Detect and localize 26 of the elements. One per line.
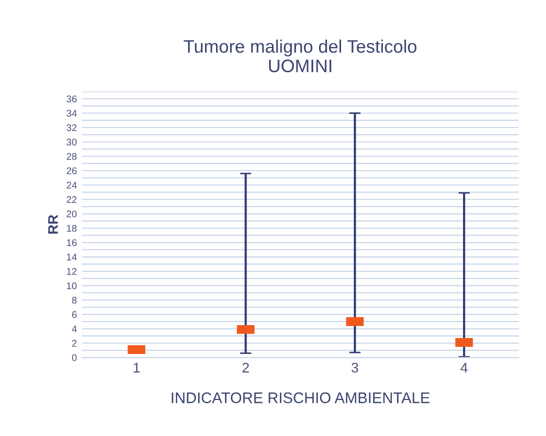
y-tick-label: 18: [66, 224, 77, 232]
y-tick-label: 30: [66, 138, 77, 146]
y-axis-title: RR: [48, 214, 58, 234]
y-tick-label: 14: [66, 254, 77, 260]
y-tick-label: 28: [66, 152, 77, 160]
x-tick-label: 1: [134, 362, 140, 372]
y-tick-label: 0: [72, 354, 77, 362]
x-tick-label: 2: [242, 362, 249, 372]
y-tick-label: 22: [66, 196, 77, 203]
x-axis-title: INDICATORE RISCHIO AMBIENTALE: [172, 392, 430, 404]
x-tick-label: 3: [352, 362, 358, 373]
y-tick-label: 6: [72, 311, 77, 318]
y-tick-label: 36: [66, 95, 77, 102]
y-tick-label: 16: [66, 239, 77, 246]
y-tick-label: 20: [66, 210, 77, 218]
chart-title: Tumore maligno del Testicolo UOMINI: [184, 40, 416, 72]
y-tick-label: 32: [66, 124, 77, 132]
y-tick-label: 4: [72, 326, 77, 332]
x-tick-label: 4: [460, 362, 468, 372]
y-tick-label: 8: [72, 296, 77, 304]
y-tick-label: 2: [72, 340, 77, 347]
y-tick-label: 34: [66, 110, 77, 117]
y-tick-label: 12: [66, 268, 77, 275]
y-tick-label: 10: [66, 282, 77, 290]
y-tick-label: 24: [66, 182, 77, 189]
y-tick-label: 26: [66, 167, 77, 174]
